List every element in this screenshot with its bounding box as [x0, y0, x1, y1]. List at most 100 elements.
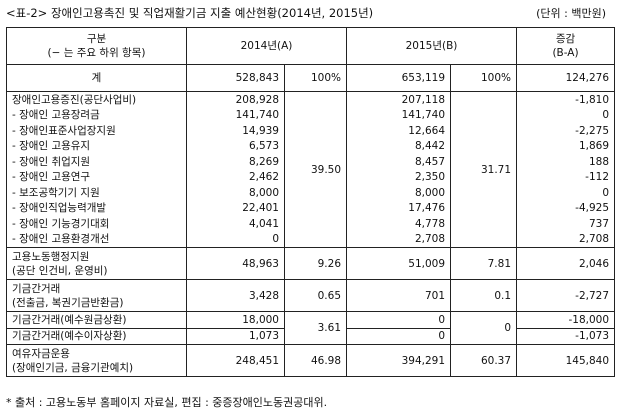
cell-line: - 장애인 고용유지 — [12, 140, 91, 153]
table-cell: 6,573 — [186, 138, 285, 154]
table-cell: -2,727 — [516, 279, 616, 312]
data-row: - 장애인표준사업장지원 14,939 12,664 -2,275 — [6, 123, 616, 139]
cell-line: (공단 인건비, 운영비) — [12, 264, 108, 277]
header-row: 구분 (− 는 주요 하위 항목) 2014년(A) 2015년(B) 증감 (B-A) — [6, 27, 616, 65]
cell-line: 증감 — [555, 33, 576, 45]
table-cell: 8,000 — [186, 185, 285, 201]
table-cell: 22,401 — [186, 200, 285, 216]
table-cell: 12,664 — [346, 123, 452, 139]
table-cell: 0 — [346, 311, 452, 329]
table-cell: 기금간거래(예수원금상환) — [6, 311, 187, 329]
cell-line: (B-A) — [552, 47, 579, 59]
table-cell: 653,119 — [346, 64, 452, 92]
data-row: - 장애인 고용환경개선 0 2,708 2,708 — [6, 231, 616, 248]
table-cell: 18,000 — [186, 311, 285, 329]
table-cell: 3.61 — [283, 311, 348, 345]
table-cell: - 장애인표준사업장지원 — [6, 123, 187, 139]
table-cell: 장애인고용증진(공단사업비) — [6, 91, 187, 108]
table-cell: 8,000 — [346, 185, 452, 201]
table-cell: -1,810 — [516, 91, 616, 108]
table-cell: 구분 (− 는 주요 하위 항목) — [6, 27, 187, 65]
table-cell: 141,740 — [186, 107, 285, 123]
table-cell: 60.37 — [450, 344, 518, 377]
table-cell: 528,843 — [186, 64, 285, 92]
table-cell: - 장애인 취업지원 — [6, 154, 187, 170]
table-cell: 208,928 — [186, 91, 285, 108]
table-cell: 1,073 — [186, 327, 285, 345]
cell-line: - 장애인 고용연구 — [12, 171, 91, 184]
table-cell: 2,708 — [346, 231, 452, 248]
unit-note: (단위 : 백만원) — [536, 7, 606, 20]
cell-line: 기금간거래(예수이자상환) — [12, 330, 127, 343]
data-row: - 장애인 취업지원 8,269 8,457 188 — [6, 154, 616, 170]
cell-line: 장애인고용증진(공단사업비) — [12, 93, 137, 106]
table-cell: 2,046 — [516, 247, 616, 280]
table-cell: - 보조공학기기 지원 — [6, 185, 187, 201]
table-cell: 141,740 — [346, 107, 452, 123]
data-row: 장애인고용증진(공단사업비) 208,928 39.50 207,118 31.71 -1… — [6, 91, 616, 248]
table-cell: - 장애인 고용환경개선 — [6, 231, 187, 248]
table-cell: -2,275 — [516, 123, 616, 139]
cell-line: (장애인기금, 금융기관예치) — [12, 361, 134, 374]
data-row: - 장애인 고용연구 2,462 2,350 -112 — [6, 169, 616, 185]
table-cell: 2,462 — [186, 169, 285, 185]
table-cell: 8,442 — [346, 138, 452, 154]
table-cell: 2,708 — [516, 231, 616, 248]
table-cell: 46.98 — [283, 344, 348, 377]
data-row: - 보조공학기기 지원 8,000 8,000 0 — [6, 185, 616, 201]
table-cell: 394,291 — [346, 344, 452, 377]
cell-line: 고용노동행정지원 — [12, 250, 90, 263]
table-cell: 39.50 — [283, 91, 348, 248]
table-title: <표-2> 장애인고용촉진 및 직업재활기금 지출 예산현황(2014년, 20… — [6, 6, 374, 20]
table-cell: 31.71 — [450, 91, 518, 248]
table-cell: 계 — [6, 64, 187, 92]
table-cell: 0.65 — [283, 279, 348, 312]
cell-line: - 장애인 고용장려금 — [12, 109, 100, 122]
table-cell: -1,073 — [516, 327, 616, 345]
cell-line: - 장애인표준사업장지원 — [12, 124, 116, 137]
table-cell: 17,476 — [346, 200, 452, 216]
table-cell: 8,269 — [186, 154, 285, 170]
total-row: 계 528,843 100% 653,119 100% 124,276 — [6, 64, 616, 92]
table-cell: -18,000 — [516, 311, 616, 329]
data-row: 여유자금운용 (장애인기금, 금융기관예치) 248,451 46.98 394,291… — [6, 344, 616, 377]
data-row: 기금간거래 (전출금, 복권기금반환금) 3,428 0.65 701 0.1 -2,727 — [6, 279, 616, 312]
cell-line: - 보조공학기기 지원 — [12, 186, 100, 199]
table-cell: 100% — [450, 64, 518, 92]
data-row: 기금간거래(예수원금상환) 18,000 3.61 0 0 -18,000 — [6, 311, 616, 345]
table-cell: - 장애인 고용연구 — [6, 169, 187, 185]
table-cell: 0 — [346, 327, 452, 345]
table-cell: 8,457 — [346, 154, 452, 170]
cell-line: - 장애인 기능경기대회 — [12, 217, 110, 230]
table-cell: 고용노동행정지원 (공단 인건비, 운영비) — [6, 247, 187, 280]
footnote: * 출처 : 고용노동부 홈페이지 자료실, 편집 : 중증장애인노동권공대위. — [6, 396, 328, 409]
table-cell: 248,451 — [186, 344, 285, 377]
table-cell: 701 — [346, 279, 452, 312]
table-cell: 207,118 — [346, 91, 452, 108]
table-cell: 4,041 — [186, 216, 285, 232]
data-row: - 장애인 고용장려금 141,740 141,740 0 — [6, 107, 616, 123]
table-cell: 0 — [450, 311, 518, 345]
table-cell: 1,869 — [516, 138, 616, 154]
table-cell: -4,925 — [516, 200, 616, 216]
table-cell: 2015년(B) — [346, 27, 518, 65]
table-cell: - 장애인직업능력개발 — [6, 200, 187, 216]
table-cell: 9.26 — [283, 247, 348, 280]
cell-line: - 장애인직업능력개발 — [12, 202, 107, 215]
table-cell: 48,963 — [186, 247, 285, 280]
cell-line: 기금간거래 — [12, 282, 61, 295]
table-cell: 100% — [283, 64, 348, 92]
table-cell: 188 — [516, 154, 616, 170]
table-cell: 기금간거래 (전출금, 복권기금반환금) — [6, 279, 187, 312]
cell-line: 기금간거래(예수원금상환) — [12, 313, 127, 326]
table-cell: 4,778 — [346, 216, 452, 232]
table-cell: 0 — [186, 231, 285, 248]
table-cell: 737 — [516, 216, 616, 232]
table-cell: 기금간거래(예수이자상환) — [6, 327, 187, 345]
table-cell: 7.81 — [450, 247, 518, 280]
cell-line: (전출금, 복권기금반환금) — [12, 296, 124, 309]
cell-line: 여유자금운용 — [12, 347, 70, 360]
table-cell: - 장애인 고용장려금 — [6, 107, 187, 123]
table-cell: 증감 (B-A) — [516, 27, 616, 65]
